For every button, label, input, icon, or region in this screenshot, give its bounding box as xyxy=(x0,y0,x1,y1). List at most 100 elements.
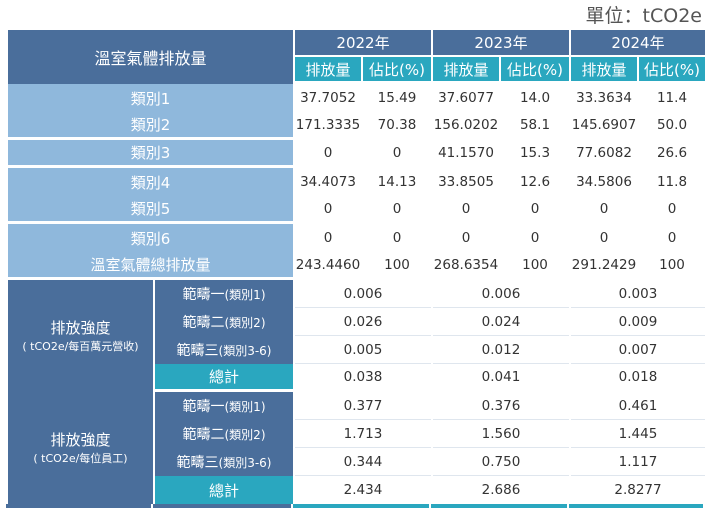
table-cell: 156.0202 xyxy=(433,112,499,140)
scope-label-main: 範疇二 xyxy=(182,315,225,331)
table-cell: 0.007 xyxy=(571,336,705,364)
table-cell: 0.026 xyxy=(295,308,431,336)
table-cell: 0.003 xyxy=(571,280,705,308)
intensity-revenue-title: 排放強度 xyxy=(50,318,111,337)
scope-label: 範疇一(類別1) xyxy=(155,392,293,420)
category-label: 類別1 xyxy=(8,84,293,112)
category-label: 類別3 xyxy=(8,140,293,168)
table-cell: 2.434 xyxy=(295,476,431,504)
table-cell: 0.024 xyxy=(433,308,569,336)
table-cell: 0.750 xyxy=(433,448,569,476)
scope-label: 範疇一(類別1) xyxy=(155,280,293,308)
bottom-accent-bar xyxy=(6,504,710,508)
table-cell: 33.8505 xyxy=(433,168,499,196)
intensity-employee-unit: ( tCO2e/每位員工) xyxy=(33,452,128,465)
table-row-category5: 類別5 0 0 0 0 0 0 xyxy=(8,196,705,224)
table-cell: 26.6 xyxy=(639,140,705,168)
table-cell: 1.117 xyxy=(571,448,705,476)
table-cell: 2.8277 xyxy=(571,476,705,504)
scope-label-paren: (類別2) xyxy=(224,316,266,330)
table-cell: 70.38 xyxy=(363,112,431,140)
col-emission-2024: 排放量 xyxy=(571,57,637,84)
table-cell: 0.344 xyxy=(295,448,431,476)
ghg-emissions-table: 溫室氣體排放量 2022年 2023年 2024年 排放量 佔比(%) 排放量 … xyxy=(6,30,707,504)
table-cell: 14.0 xyxy=(501,84,569,112)
table-cell: 34.5806 xyxy=(571,168,637,196)
table-cell: 34.4073 xyxy=(295,168,361,196)
table-cell: 0.038 xyxy=(295,364,431,392)
table-cell: 15.3 xyxy=(501,140,569,168)
table-row-category1: 類別1 37.7052 15.49 37.6077 14.0 33.3634 1… xyxy=(8,84,705,112)
table-cell: 11.8 xyxy=(639,168,705,196)
category-label: 類別6 xyxy=(8,224,293,252)
intensity-revenue-total-label: 總計 xyxy=(155,364,293,392)
table-cell: 0 xyxy=(571,224,637,252)
category-label: 類別5 xyxy=(8,196,293,224)
intensity-employee-title: 排放強度 xyxy=(50,430,111,449)
scope-label-main: 範疇三 xyxy=(176,343,219,359)
table-cell: 0.041 xyxy=(433,364,569,392)
table-cell: 37.6077 xyxy=(433,84,499,112)
bottom-bar-segment xyxy=(153,504,291,508)
table-cell: 11.4 xyxy=(639,84,705,112)
table-row-employee-total: 總計 2.434 2.686 2.8277 xyxy=(8,476,705,504)
total-emission-label: 溫室氣體總排放量 xyxy=(8,252,293,280)
table-cell: 14.13 xyxy=(363,168,431,196)
table-cell: 0 xyxy=(295,140,361,168)
category-label: 類別2 xyxy=(8,112,293,140)
year-header-2024: 2024年 xyxy=(571,30,705,57)
scope-label-paren: (類別2) xyxy=(224,428,266,442)
table-row-category6: 類別6 0 0 0 0 0 0 xyxy=(8,224,705,252)
table-cell: 100 xyxy=(501,252,569,280)
table-row-category4: 類別4 34.4073 14.13 33.8505 12.6 34.5806 1… xyxy=(8,168,705,196)
intensity-employee-group: 排放強度 ( tCO2e/每位員工) xyxy=(8,392,153,504)
table-cell: 0.012 xyxy=(433,336,569,364)
table-cell: 100 xyxy=(363,252,431,280)
table-row-employee-scope3: 範疇三(類別3-6) 0.344 0.750 1.117 xyxy=(8,448,705,476)
table-cell: 0.005 xyxy=(295,336,431,364)
table-row-revenue-scope1: 排放強度 ( tCO2e/每百萬元營收) 範疇一(類別1) 0.006 0.00… xyxy=(8,280,705,392)
scope-label-main: 範疇三 xyxy=(176,455,219,471)
table-cell: 0.461 xyxy=(571,392,705,420)
table-cell: 291.2429 xyxy=(571,252,637,280)
table-cell: 0 xyxy=(295,196,361,224)
intensity-employee-total-label: 總計 xyxy=(155,476,293,504)
intensity-revenue-unit: ( tCO2e/每百萬元營收) xyxy=(22,340,139,353)
scope-label-paren: (類別3-6) xyxy=(218,344,272,358)
table-cell: 0.006 xyxy=(295,280,431,308)
table-cell: 0 xyxy=(363,224,431,252)
scope-label: 範疇三(類別3-6) xyxy=(155,336,293,364)
table-title: 溫室氣體排放量 xyxy=(8,30,293,84)
table-cell: 41.1570 xyxy=(433,140,499,168)
table-cell: 58.1 xyxy=(501,112,569,140)
table-cell: 50.0 xyxy=(639,112,705,140)
table-cell: 0 xyxy=(639,224,705,252)
table-row-category3: 類別3 0 0 41.1570 15.3 77.6082 26.6 xyxy=(8,140,705,168)
table-cell: 0.376 xyxy=(433,392,569,420)
scope-label-paren: (類別3-6) xyxy=(218,456,272,470)
table-cell: 37.7052 xyxy=(295,84,361,112)
table-cell: 145.6907 xyxy=(571,112,637,140)
table-cell: 1.445 xyxy=(571,420,705,448)
scope-label-main: 範疇一 xyxy=(182,287,225,303)
unit-label: 單位：tCO2e xyxy=(585,5,702,27)
bottom-bar-segment xyxy=(431,504,567,508)
col-emission-2022: 排放量 xyxy=(295,57,361,84)
bottom-bar-segment xyxy=(6,504,151,508)
table-cell: 0 xyxy=(363,196,431,224)
scope-label-main: 範疇一 xyxy=(182,399,225,415)
table-row-revenue-scope3: 範疇三(類別3-6) 0.005 0.012 0.007 xyxy=(8,336,705,364)
table-cell: 0.009 xyxy=(571,308,705,336)
table-cell: 1.560 xyxy=(433,420,569,448)
intensity-revenue-group: 排放強度 ( tCO2e/每百萬元營收) xyxy=(8,280,153,392)
scope-label-paren: (類別1) xyxy=(224,400,266,414)
col-share-2024: 佔比(%) xyxy=(639,57,705,84)
scope-label: 範疇三(類別3-6) xyxy=(155,448,293,476)
bottom-bar-segment xyxy=(569,504,703,508)
table-cell: 0.018 xyxy=(571,364,705,392)
table-cell: 1.713 xyxy=(295,420,431,448)
table-cell: 77.6082 xyxy=(571,140,637,168)
col-share-2022: 佔比(%) xyxy=(363,57,431,84)
table-cell: 0 xyxy=(501,196,569,224)
scope-label-main: 範疇二 xyxy=(182,427,225,443)
